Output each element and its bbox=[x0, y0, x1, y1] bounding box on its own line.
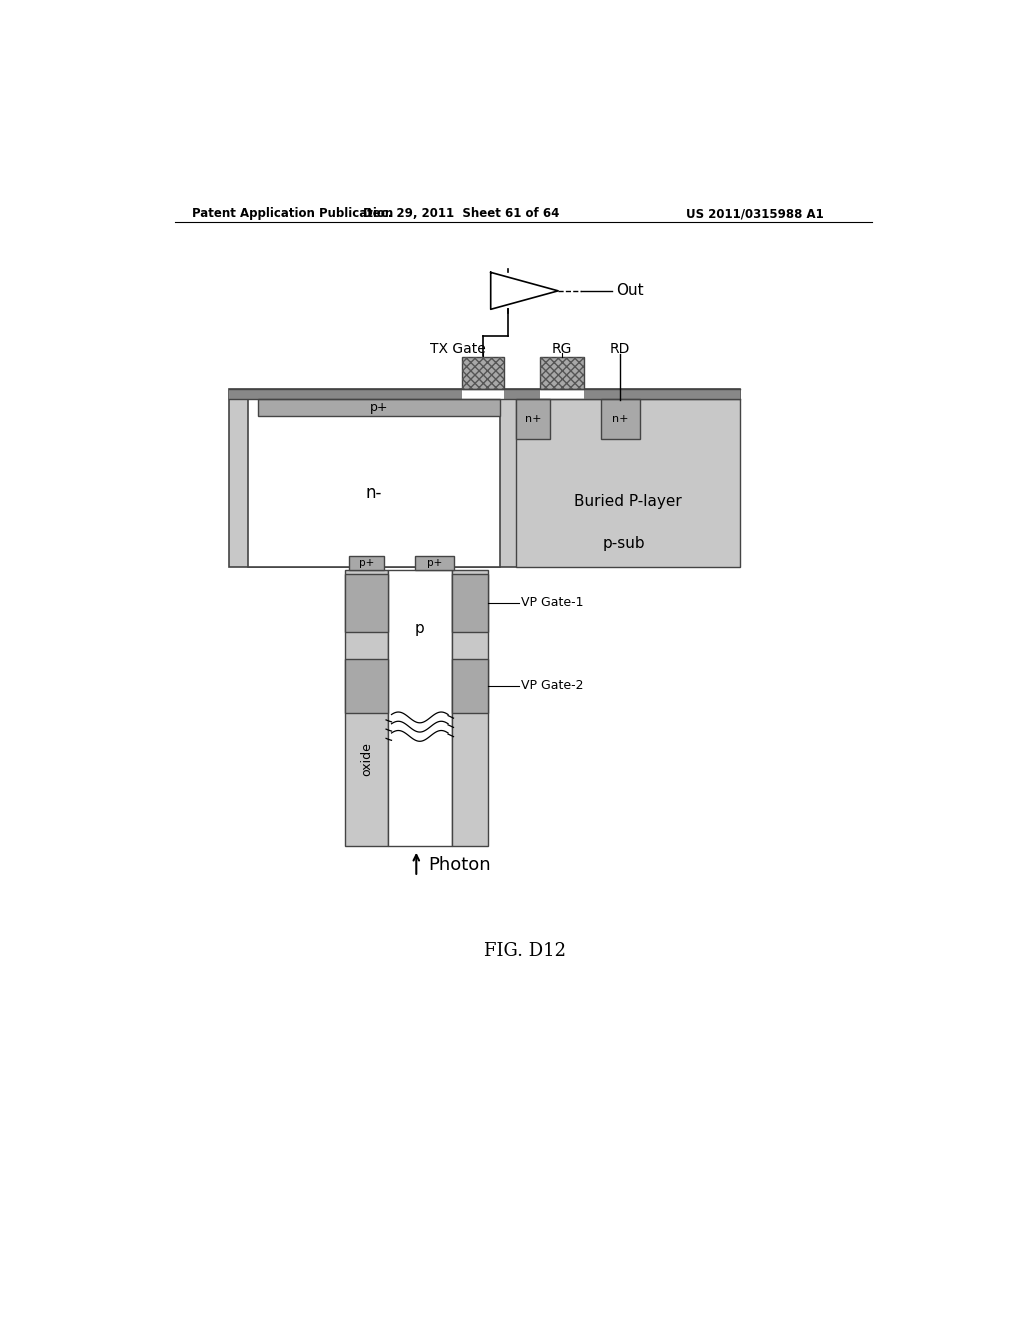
Bar bbox=[228, 389, 740, 400]
Text: Dec. 29, 2011  Sheet 61 of 64: Dec. 29, 2011 Sheet 61 of 64 bbox=[364, 207, 559, 220]
Bar bbox=[248, 400, 500, 566]
Text: TX Gate: TX Gate bbox=[429, 342, 485, 356]
Text: p+: p+ bbox=[358, 558, 374, 569]
Bar bbox=[228, 389, 740, 566]
Bar bbox=[228, 389, 462, 400]
Text: VP Gate-1: VP Gate-1 bbox=[521, 597, 584, 610]
Bar bbox=[345, 659, 388, 713]
Bar bbox=[541, 358, 584, 389]
Bar bbox=[462, 358, 504, 389]
Text: RD: RD bbox=[610, 342, 631, 356]
Text: n-: n- bbox=[366, 484, 382, 503]
Bar bbox=[228, 389, 515, 400]
Text: US 2011/0315988 A1: US 2011/0315988 A1 bbox=[686, 207, 823, 220]
Text: p-sub: p-sub bbox=[603, 536, 645, 550]
Bar bbox=[515, 400, 550, 440]
Bar bbox=[452, 574, 488, 632]
Bar bbox=[452, 570, 488, 846]
Text: p+: p+ bbox=[370, 401, 388, 414]
Polygon shape bbox=[490, 272, 558, 309]
Bar bbox=[258, 400, 500, 416]
Text: Out: Out bbox=[616, 284, 644, 298]
Bar bbox=[515, 400, 740, 566]
Bar bbox=[345, 574, 388, 632]
Text: oxide: oxide bbox=[359, 742, 373, 776]
Text: Patent Application Publication: Patent Application Publication bbox=[191, 207, 393, 220]
Bar bbox=[349, 557, 384, 570]
Bar bbox=[452, 659, 488, 713]
Text: n+: n+ bbox=[524, 414, 542, 425]
Text: FIG. D12: FIG. D12 bbox=[483, 942, 566, 961]
Text: p+: p+ bbox=[427, 558, 441, 569]
Text: Buried P-layer: Buried P-layer bbox=[574, 494, 682, 508]
Bar bbox=[415, 557, 454, 570]
Bar bbox=[601, 400, 640, 440]
Text: Photon: Photon bbox=[428, 857, 490, 874]
Bar bbox=[345, 570, 388, 846]
Bar bbox=[541, 358, 584, 389]
Text: VP Gate-2: VP Gate-2 bbox=[521, 680, 584, 693]
Bar bbox=[584, 389, 740, 400]
Text: n+: n+ bbox=[612, 414, 629, 425]
Bar bbox=[388, 570, 452, 846]
Text: p: p bbox=[415, 620, 425, 636]
Text: RG: RG bbox=[552, 342, 572, 356]
Bar bbox=[462, 358, 504, 389]
Bar bbox=[504, 389, 541, 400]
